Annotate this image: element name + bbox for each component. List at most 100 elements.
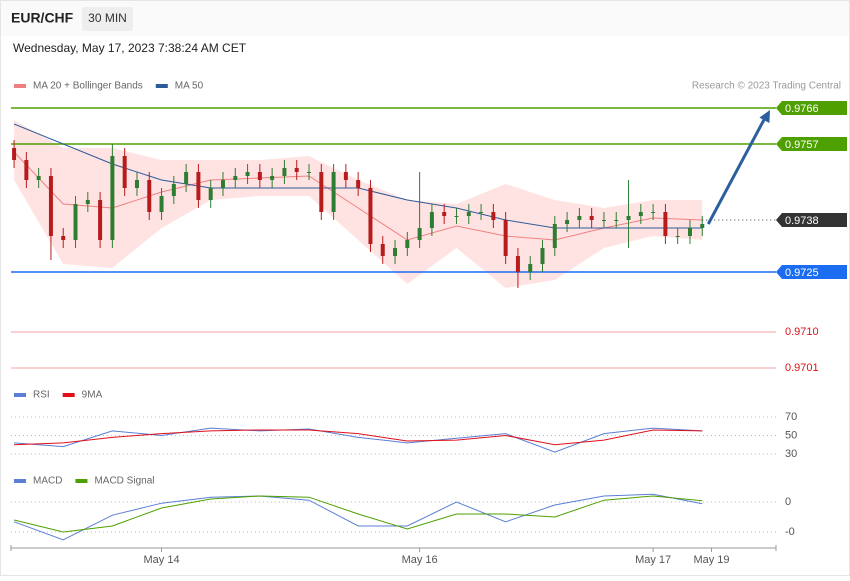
candle-body — [429, 212, 434, 228]
indicator-line — [14, 427, 703, 453]
moving-average — [13, 151, 703, 241]
candle-body — [110, 156, 115, 240]
candle-body — [270, 176, 275, 180]
candle-body — [700, 224, 705, 228]
candle-body — [565, 220, 570, 224]
plot: 0.9766 0.9757 0.9738 0.9725 0.9710 0.9701 MA 2… — [10, 81, 847, 566]
candle-body — [663, 212, 668, 236]
candle-body — [380, 244, 385, 256]
candle-body — [675, 236, 680, 237]
subtitle: Wednesday, May 17, 2023 7:38:24 AM CET — [13, 41, 247, 55]
x-tick-label: May 19 — [693, 554, 729, 566]
candle-body — [442, 212, 447, 216]
legend-label: MA 20 + Bollinger Bands — [33, 81, 143, 92]
candle-body — [73, 204, 78, 240]
bollinger-band — [14, 120, 703, 288]
y-tick-label: 50 — [785, 429, 797, 441]
candle-body — [196, 172, 201, 200]
candle-body — [294, 168, 299, 172]
candle-body — [171, 184, 176, 196]
x-tick-label: May 16 — [402, 554, 438, 566]
level-label-box — [776, 213, 847, 227]
indicator-line — [13, 495, 703, 533]
legend-label: 9MA — [82, 390, 103, 401]
forecast-arrow — [706, 115, 768, 225]
candle-body — [36, 176, 41, 180]
candle-body — [491, 212, 496, 220]
candle-body — [184, 172, 189, 184]
x-tick-label: May 17 — [635, 554, 671, 566]
candle-body — [466, 212, 471, 216]
timeframe: 30 MIN — [88, 11, 127, 25]
candle-body — [208, 188, 213, 200]
candle-body — [122, 156, 127, 188]
y-tick-label: -0 — [785, 526, 795, 538]
candle-body — [282, 168, 287, 176]
level-label: 0.9725 — [785, 267, 819, 279]
legend-label: RSI — [33, 390, 50, 401]
candle-body — [503, 220, 508, 256]
legend-label: MACD — [33, 476, 62, 487]
candle-body — [98, 200, 103, 240]
candle-body — [134, 180, 139, 188]
candle-body — [233, 176, 238, 180]
candle-body — [319, 172, 324, 212]
legend-swatch — [14, 479, 26, 483]
candle-body — [479, 212, 484, 213]
level-label-box — [776, 101, 847, 115]
candle-body — [589, 216, 594, 220]
indicator-line — [13, 493, 703, 541]
level-label: 0.9701 — [785, 362, 819, 374]
level-label: 0.9757 — [785, 139, 819, 151]
candle-body — [85, 200, 90, 204]
legend-swatch — [155, 84, 168, 88]
y-tick-label: 70 — [785, 411, 797, 423]
header-bar — [1, 1, 849, 36]
y-tick-label: 0 — [785, 496, 791, 508]
candle-body — [12, 148, 17, 160]
candle-body — [651, 212, 656, 213]
candle-body — [159, 196, 164, 212]
level-label-box — [776, 137, 847, 151]
candle-body — [552, 224, 557, 248]
level-label: 0.9738 — [785, 215, 819, 227]
legend-swatch — [62, 393, 75, 397]
level-label: 0.9710 — [785, 326, 819, 338]
candle-body — [220, 180, 225, 188]
forecast-arrowhead — [759, 110, 770, 123]
candle-body — [528, 264, 533, 272]
candle-body — [601, 220, 606, 221]
level-label-box — [776, 265, 847, 279]
candle-body — [331, 172, 336, 212]
candle-body — [540, 248, 545, 264]
candle-body — [393, 248, 398, 256]
candle-body — [577, 216, 582, 220]
candle-body — [687, 228, 692, 236]
level-label: 0.9766 — [785, 103, 819, 115]
candle-body — [638, 212, 643, 216]
candle-body — [48, 176, 53, 236]
candle-body — [343, 172, 348, 180]
legend-swatch — [14, 84, 26, 88]
indicator-line — [14, 429, 703, 446]
candle-body — [626, 216, 631, 220]
legend-label: MA 50 — [175, 81, 204, 92]
candle-body — [147, 180, 152, 212]
timeframe-badge — [82, 7, 133, 31]
candle-body — [24, 160, 29, 180]
candle-body — [245, 172, 250, 176]
candle-body — [356, 180, 361, 188]
y-tick-label: 30 — [785, 448, 797, 460]
legend-swatch — [14, 393, 26, 397]
candle-body — [61, 236, 66, 240]
candle-body — [307, 172, 312, 173]
candle-body — [454, 216, 459, 217]
x-tick-label: May 14 — [144, 554, 180, 566]
chart-title: EUR/CHF — [11, 10, 74, 26]
legend-swatch — [75, 479, 88, 483]
candle-body — [368, 188, 373, 244]
candle-body — [417, 228, 422, 240]
candle-body — [405, 240, 410, 248]
